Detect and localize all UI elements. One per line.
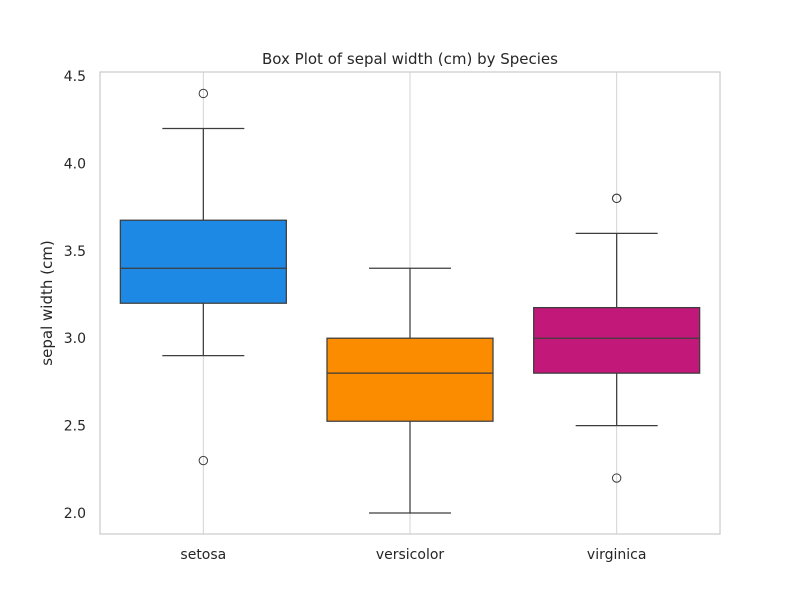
axis-layer: 2.0 2.5 3.0 3.5 4.0 4.5 setosa versicolor virgin… [64, 69, 647, 563]
y-tick-label: 2.5 [64, 419, 86, 435]
y-tick-label: 4.5 [64, 69, 86, 85]
chart-title: Box Plot of sepal width (cm) by Species [262, 50, 558, 68]
y-tick-label: 3.5 [64, 244, 86, 260]
box-setosa [119, 88, 287, 466]
box-body [533, 306, 701, 374]
x-tick-label: setosa [180, 547, 226, 563]
box-layer [119, 88, 701, 514]
box-versicolor [326, 267, 494, 514]
x-tick-label: versicolor [376, 547, 445, 563]
plot-frame [99, 71, 721, 535]
box-body [326, 337, 494, 422]
outlier-point [198, 88, 209, 99]
y-axis-label: sepal width (cm) [38, 240, 56, 365]
y-tick-label: 3.0 [64, 331, 86, 347]
box-body [119, 219, 287, 304]
outlier-point [611, 193, 622, 204]
y-tick-label: 4.0 [64, 156, 86, 172]
outlier-point [198, 455, 209, 466]
outlier-point [611, 473, 622, 483]
box-virginica [533, 193, 701, 483]
x-tick-label: virginica [587, 547, 647, 563]
y-tick-label: 2.0 [64, 506, 86, 522]
